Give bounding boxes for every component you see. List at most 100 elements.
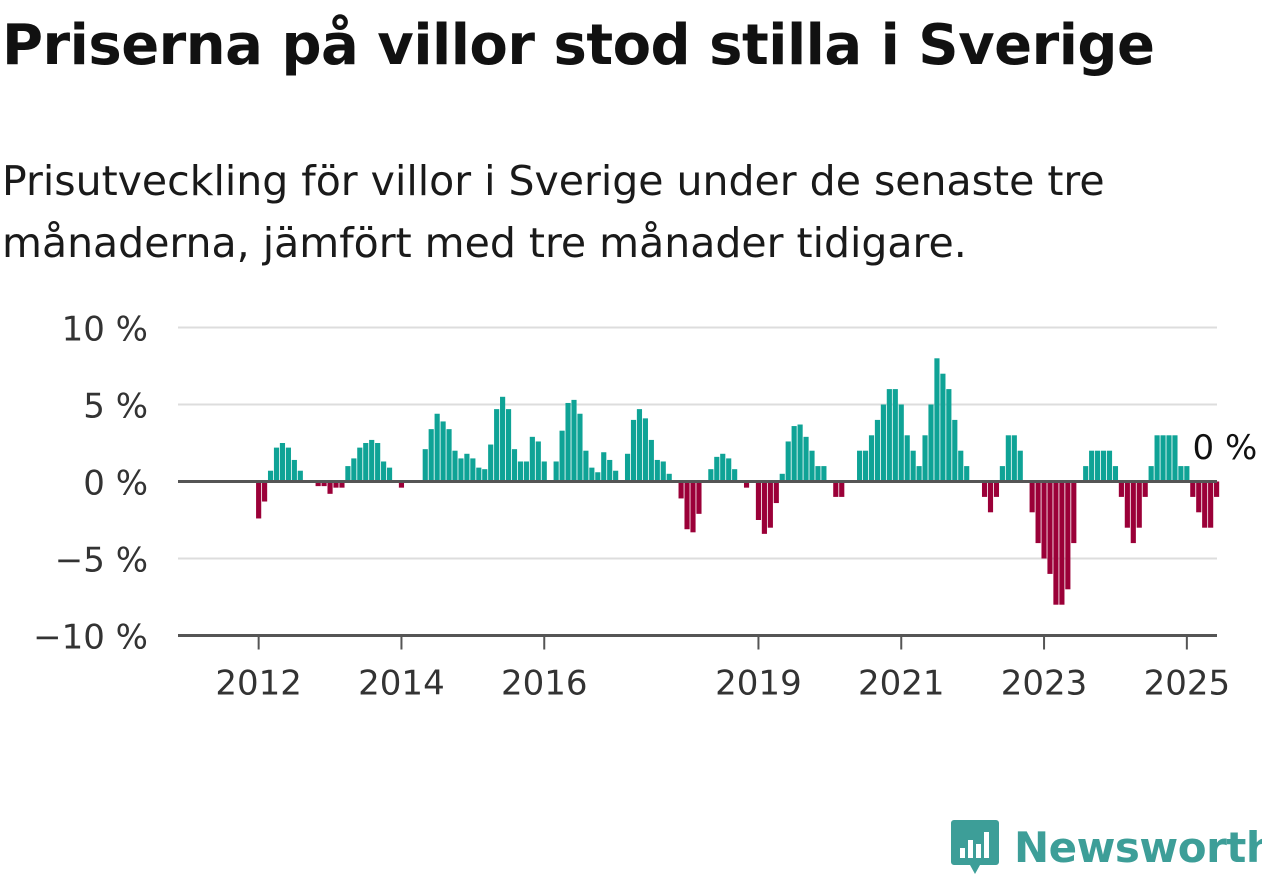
- bar: [1083, 466, 1089, 482]
- bar: [434, 413, 440, 482]
- bar: [714, 456, 720, 482]
- brand-name: Newsworthy: [1014, 822, 1262, 872]
- bar: [1029, 481, 1035, 513]
- bar: [1071, 481, 1077, 544]
- bar: [517, 461, 524, 482]
- bar: [571, 399, 577, 482]
- bar: [862, 450, 869, 482]
- bar: [642, 418, 648, 482]
- bar: [565, 402, 571, 482]
- bar: [267, 470, 274, 482]
- last-value-label: 0 %: [1193, 428, 1258, 468]
- bar: [690, 481, 696, 533]
- bar: [1178, 466, 1184, 482]
- bar: [1017, 450, 1023, 482]
- bar: [809, 450, 815, 482]
- bar: [1089, 450, 1095, 482]
- bar: [327, 481, 333, 494]
- bar: [297, 470, 303, 482]
- bar: [732, 469, 738, 482]
- y-tick-label: 5 %: [83, 387, 148, 427]
- x-tick-label: 2025: [1144, 664, 1231, 704]
- bar: [262, 481, 268, 502]
- newsworthy-logo: Newsworthy: [950, 818, 1262, 876]
- bar: [529, 436, 535, 482]
- bar: [666, 473, 672, 482]
- bar: [422, 449, 428, 482]
- x-tick-label: 2016: [501, 664, 588, 704]
- bar: [803, 436, 809, 482]
- bar: [767, 481, 773, 528]
- bar: [880, 404, 886, 482]
- bar: [541, 461, 547, 482]
- bar: [743, 481, 750, 488]
- bar: [428, 429, 434, 482]
- bar: [470, 458, 476, 482]
- bar: [904, 435, 910, 482]
- bar: [1148, 466, 1154, 482]
- bar: [1214, 481, 1220, 497]
- bar: [684, 481, 690, 530]
- bar: [488, 444, 494, 482]
- bar: [922, 435, 928, 482]
- y-tick-label: −5 %: [55, 541, 148, 581]
- bar: [678, 481, 684, 499]
- bar: [910, 450, 916, 482]
- bar: [987, 481, 994, 513]
- bar: [886, 389, 892, 482]
- bar: [839, 481, 845, 497]
- bar: [1106, 450, 1113, 482]
- bar: [755, 481, 762, 520]
- bar: [1142, 481, 1148, 497]
- bar: [494, 409, 500, 482]
- bar: [369, 439, 375, 482]
- bar: [1041, 481, 1047, 559]
- x-tick-label: 2019: [715, 664, 802, 704]
- bar: [500, 396, 506, 482]
- x-tick-label: 2021: [858, 664, 945, 704]
- bar: [553, 461, 559, 482]
- price-change-bar-chart: 10 % 5 % 0 % −5 % −10 % 2012 2014 2016 2019 2021 2…: [33, 310, 1257, 704]
- bar: [720, 453, 726, 482]
- bar: [791, 426, 797, 482]
- bar: [464, 453, 470, 482]
- bar: [273, 447, 280, 482]
- tick-labels: 10 % 5 % 0 % −5 % −10 % 2012 2014 2016 2019 2021 2…: [33, 310, 1257, 704]
- bar: [1053, 481, 1059, 605]
- bar: [607, 459, 613, 482]
- bar: [398, 481, 405, 488]
- bar: [868, 435, 875, 482]
- bar: [779, 473, 785, 482]
- axes: [178, 480, 1217, 650]
- bar: [773, 481, 779, 504]
- bar: [833, 481, 839, 497]
- bar: [630, 419, 637, 482]
- bar: [761, 481, 767, 534]
- bar: [1172, 435, 1178, 482]
- bar: [381, 461, 387, 482]
- bar: [1130, 481, 1136, 544]
- x-tick-label: 2012: [215, 664, 302, 704]
- bar: [785, 441, 791, 482]
- bar: [535, 441, 541, 482]
- bar: [857, 450, 863, 482]
- bar: [321, 481, 327, 487]
- bar: [696, 481, 702, 514]
- bar: [797, 424, 803, 482]
- bar: [345, 466, 351, 482]
- bar: [452, 450, 458, 482]
- bar: [1202, 481, 1208, 528]
- bars: [256, 358, 1220, 605]
- bar: [1184, 466, 1190, 482]
- bar: [928, 404, 934, 482]
- bar: [511, 449, 518, 482]
- bar: [624, 453, 631, 482]
- bar: [898, 404, 904, 482]
- bar: [1118, 481, 1124, 497]
- bar: [934, 358, 940, 482]
- bar: [357, 447, 363, 482]
- bar: [1190, 481, 1196, 497]
- bar: [708, 469, 714, 482]
- bar: [505, 409, 512, 482]
- bar: [993, 481, 1000, 497]
